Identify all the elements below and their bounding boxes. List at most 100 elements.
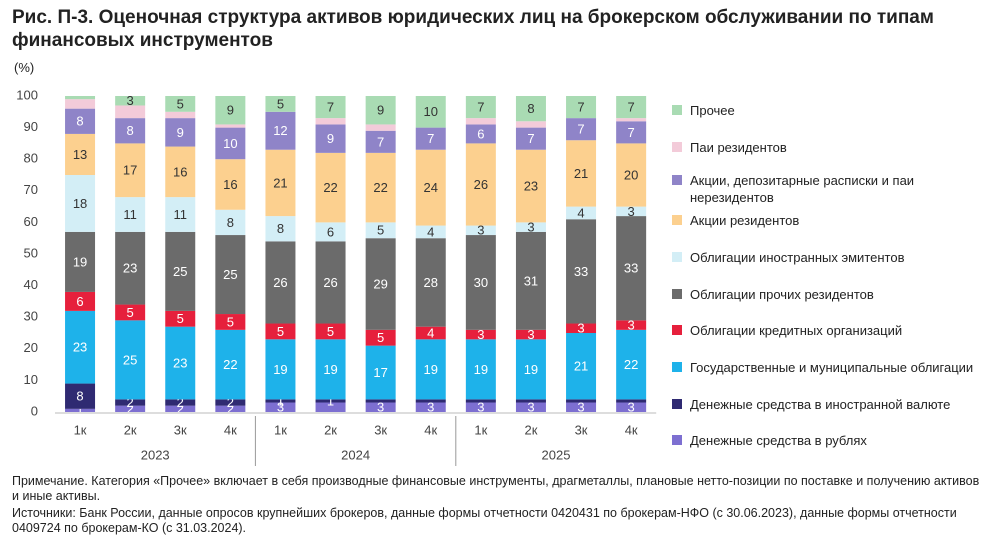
data-label: 24: [424, 180, 438, 195]
bar-segment: [515, 402, 546, 412]
bar-segment: [465, 235, 496, 330]
data-label: 4: [577, 205, 584, 220]
bar-segment: [365, 124, 396, 131]
bar-segment: [616, 399, 647, 403]
bar-segment: [566, 399, 597, 403]
bar-segment: [566, 333, 597, 400]
bar-segment: [515, 149, 546, 223]
bar-segment: [515, 121, 546, 128]
bar-segment: [566, 140, 597, 207]
legend-item: Государственные и муниципальные облигаци…: [670, 359, 990, 376]
bar-segment: [165, 231, 196, 311]
bar-segment: [465, 399, 496, 403]
bar-segment: [165, 399, 196, 406]
bar-segment: [65, 175, 96, 232]
data-label: 7: [577, 99, 584, 114]
data-label: 3: [628, 318, 635, 333]
data-label: 6: [327, 224, 334, 239]
bar-segment: [415, 225, 446, 239]
legend-item: Денежные средства в рублях: [670, 432, 990, 449]
y-tick-label: 50: [24, 245, 38, 260]
y-tick-label: 10: [24, 372, 38, 387]
bar-segment: [115, 320, 146, 400]
bar-segment: [165, 197, 196, 232]
data-label: 5: [327, 324, 334, 339]
data-label: 26: [323, 275, 337, 290]
legend-swatch: [672, 142, 682, 152]
data-label: 23: [524, 178, 538, 193]
y-tick-label: 80: [24, 151, 38, 166]
bar-segment: [365, 130, 396, 153]
data-label: 18: [73, 196, 87, 211]
bar-segment: [315, 241, 346, 324]
bar-segment: [465, 96, 496, 119]
y-tick-label: 20: [24, 340, 38, 355]
legend-swatch: [672, 105, 682, 115]
data-label: 7: [477, 99, 484, 114]
data-label: 25: [223, 267, 237, 282]
bar-segment: [115, 405, 146, 412]
x-tick-label: 4к: [424, 422, 437, 437]
data-label: 16: [173, 164, 187, 179]
data-label: 8: [76, 389, 83, 404]
data-label: 31: [524, 273, 538, 288]
data-label: 7: [327, 99, 334, 114]
bar-segment: [215, 235, 246, 315]
legend-item: Облигации прочих резидентов: [670, 286, 990, 303]
data-label: 5: [277, 96, 284, 111]
legend-item: Паи резидентов: [670, 139, 990, 156]
bar-segment: [115, 118, 146, 144]
data-label: 2: [227, 395, 234, 410]
data-label: 19: [424, 362, 438, 377]
data-label: 20: [624, 167, 638, 182]
data-label: 23: [173, 355, 187, 370]
bar-segment: [215, 399, 246, 406]
bar-segment: [215, 329, 246, 400]
bar-segment: [215, 159, 246, 210]
legend-swatch: [672, 362, 682, 372]
data-label: 19: [273, 362, 287, 377]
bar-segment: [165, 146, 196, 198]
bar-segment: [265, 339, 296, 400]
data-label: 2: [127, 395, 134, 410]
data-label: 1: [76, 403, 83, 418]
bar-segment: [65, 133, 96, 175]
data-label: 3: [127, 93, 134, 108]
bar-segment: [415, 149, 446, 226]
x-tick-label: 4к: [625, 422, 638, 437]
bar-segment: [215, 209, 246, 236]
bar-segment: [566, 118, 597, 141]
data-label: 26: [474, 177, 488, 192]
data-label: 16: [223, 177, 237, 192]
bar-segment: [115, 399, 146, 406]
bar-segment: [616, 96, 647, 119]
data-label: 21: [273, 175, 287, 190]
bar-segment: [315, 124, 346, 153]
bar-segment: [315, 222, 346, 242]
bar-segment: [265, 96, 296, 112]
bar-segment: [65, 108, 96, 134]
bar-segment: [265, 402, 296, 412]
legend-item: Денежные средства в иностранной валюте: [670, 396, 990, 413]
data-label: 2: [227, 401, 234, 416]
bar-segment: [215, 405, 246, 412]
data-label: 3: [527, 220, 534, 235]
legend-label: Акции резидентов: [690, 213, 800, 228]
legend-label: Денежные средства в рублях: [690, 433, 867, 448]
bar-segment: [616, 320, 647, 330]
legend-item: Акции резидентов: [670, 212, 990, 229]
bar-segment: [465, 225, 496, 236]
y-axis-label: (%): [14, 60, 35, 75]
legend-swatch: [672, 399, 682, 409]
bar-segment: [415, 238, 446, 327]
bar-segment: [215, 127, 246, 160]
bar-segment: [365, 345, 396, 400]
bar-segment: [265, 216, 296, 242]
legend-swatch: [672, 325, 682, 335]
bar-segment: [616, 118, 647, 122]
y-tick-label: 40: [24, 277, 38, 292]
data-label: 9: [177, 125, 184, 140]
data-label: 6: [477, 126, 484, 141]
data-label: 10: [424, 104, 438, 119]
bar-segment: [215, 124, 246, 128]
